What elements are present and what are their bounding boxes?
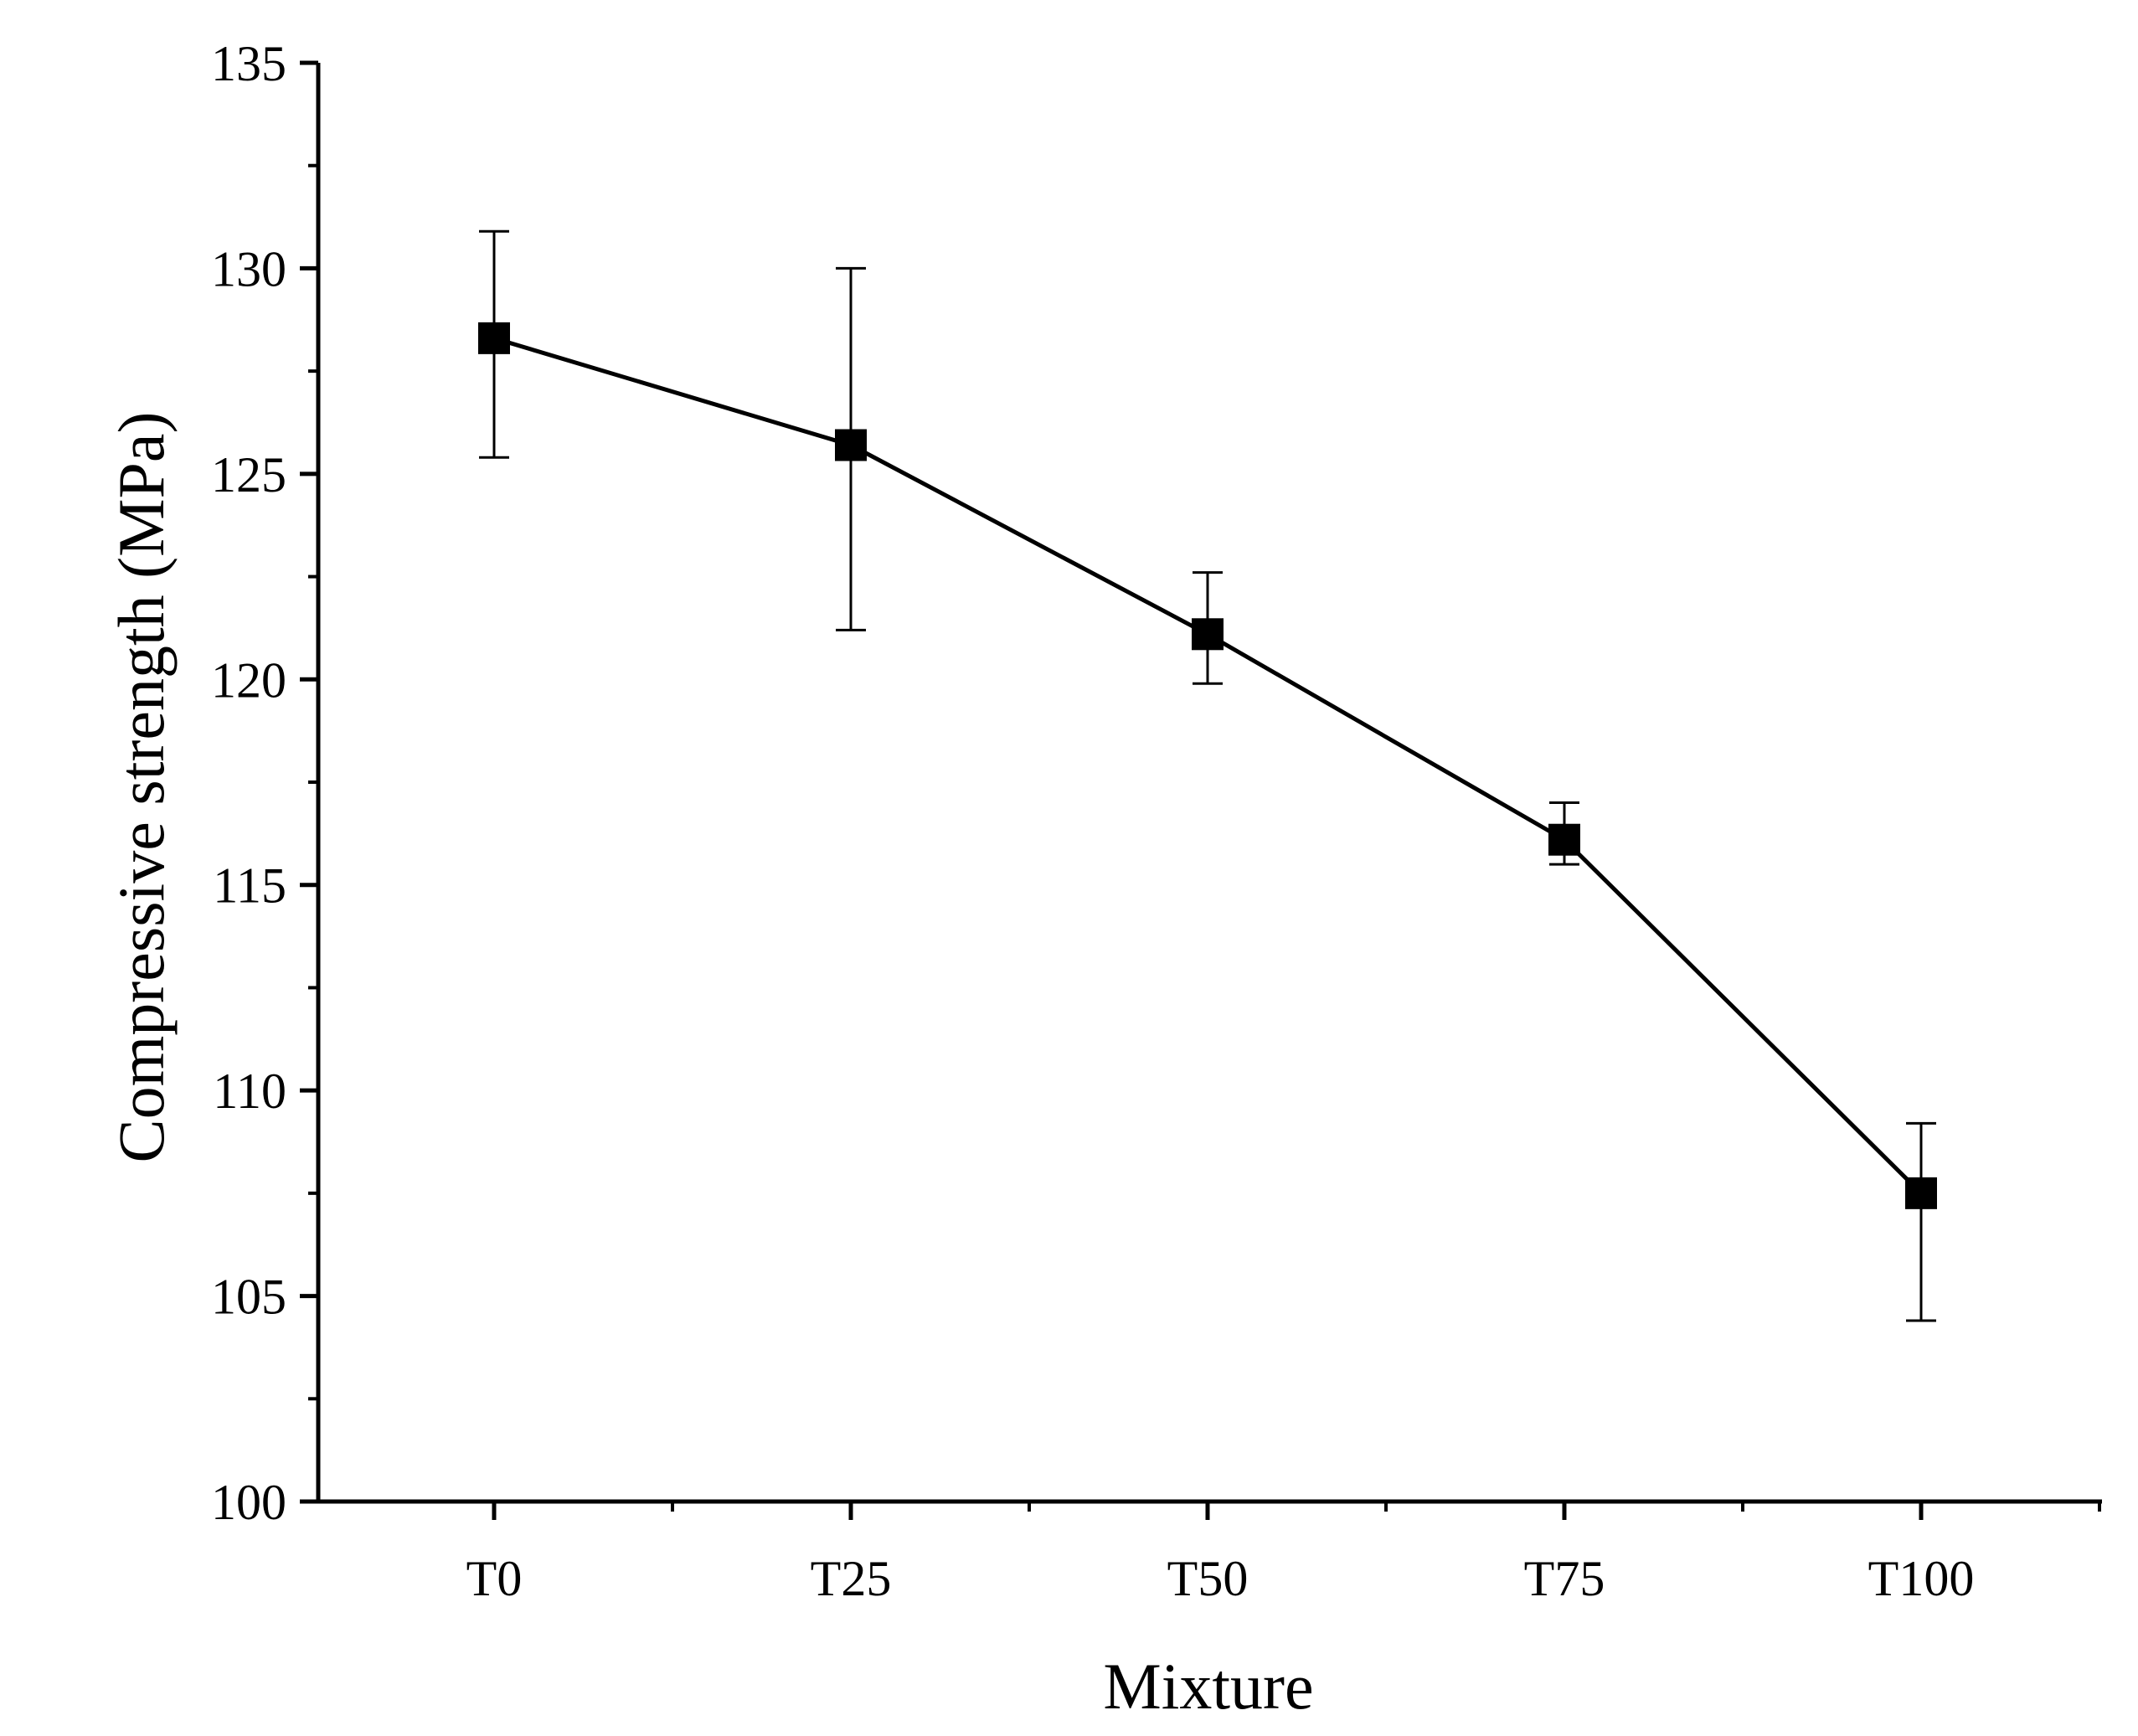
- x-axis-title: Mixture: [1103, 1650, 1313, 1723]
- x-tick-label: T50: [1167, 1551, 1249, 1606]
- data-point-marker: [478, 322, 510, 354]
- x-axis-ticks: T0 T25 T50 T75 T100: [466, 1502, 2101, 1606]
- data-point-marker: [1548, 823, 1580, 856]
- x-tick-label: T0: [466, 1551, 523, 1606]
- y-tick-label: 100: [211, 1475, 286, 1530]
- y-tick-label: 130: [211, 241, 286, 296]
- y-tick-label: 105: [211, 1270, 286, 1325]
- y-tick-label: 115: [213, 858, 286, 914]
- y-tick-label: 110: [213, 1064, 286, 1119]
- y-tick-label: 125: [211, 447, 286, 502]
- x-tick-label: T25: [811, 1551, 892, 1606]
- data-point-marker: [835, 429, 867, 461]
- y-axis-ticks: 100 105 110 115 120 125 130 135: [211, 36, 318, 1530]
- data-point-marker: [1192, 618, 1224, 651]
- x-tick-label: T75: [1524, 1551, 1605, 1606]
- data-point-marker: [1905, 1177, 1937, 1209]
- series-group: [478, 229, 1937, 1322]
- x-tick-label: T100: [1868, 1551, 1975, 1606]
- y-tick-label: 135: [211, 36, 286, 91]
- y-tick-label: 120: [211, 652, 286, 708]
- y-axis-title: Compressive strength (MPa): [105, 412, 178, 1163]
